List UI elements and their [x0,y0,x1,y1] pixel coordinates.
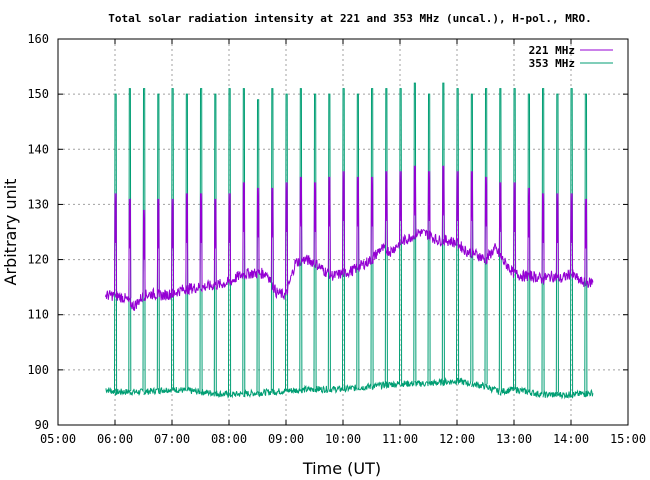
y-tick-label: 110 [27,308,49,322]
x-tick-label: 09:00 [268,432,304,446]
legend-label-221mhz: 221 MHz [529,44,575,57]
legend-label-353mhz: 353 MHz [529,57,575,70]
x-tick-label: 11:00 [382,432,418,446]
chart-title: Total solar radiation intensity at 221 a… [108,12,591,25]
x-tick-label: 06:00 [97,432,133,446]
series-line-221mhz [105,165,594,311]
series-layer [105,82,594,400]
y-tick-label: 120 [27,253,49,267]
y-axis-label: Arbitrary unit [1,179,20,286]
legend: 221 MHz 353 MHz [529,44,613,70]
x-tick-label: 12:00 [439,432,475,446]
y-tick-label: 100 [27,363,49,377]
y-tick-label: 90 [35,418,49,432]
y-tick-label: 140 [27,142,49,156]
x-tick-label: 13:00 [496,432,532,446]
series-line-353mhz [105,82,594,400]
y-tick-label: 160 [27,32,49,46]
y-tick-label: 130 [27,197,49,211]
x-tick-label: 14:00 [553,432,589,446]
x-tick-label: 15:00 [610,432,646,446]
x-tick-label: 07:00 [154,432,190,446]
x-tick-label: 10:00 [325,432,361,446]
x-axis-label: Time (UT) [302,459,381,478]
y-tick-label: 150 [27,87,49,101]
x-tick-label: 05:00 [40,432,76,446]
ticks-layer: 90 100 110 120 130 140 150 160 05:00 06:00 07:00 08… [27,32,646,446]
x-tick-label: 08:00 [211,432,247,446]
